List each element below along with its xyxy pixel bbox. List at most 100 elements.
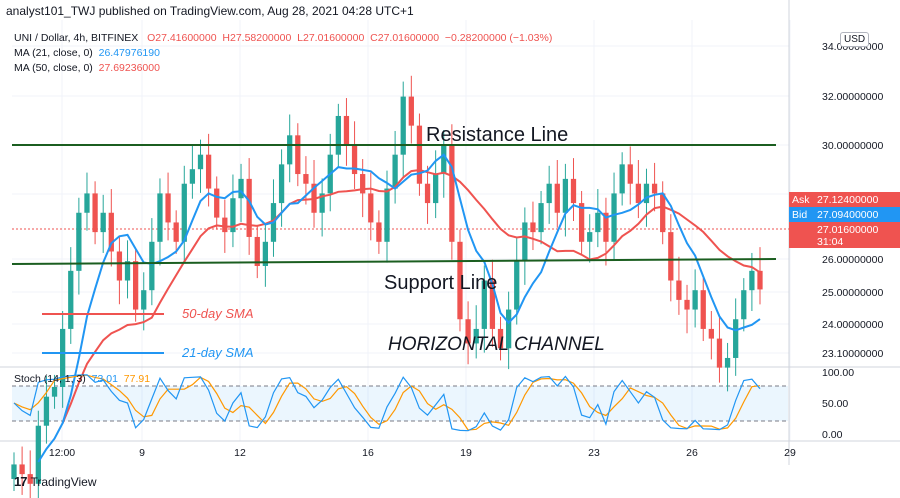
stoch-k-value: 73.01 <box>91 373 118 385</box>
candle-body <box>205 154 212 189</box>
candle-body <box>335 115 341 155</box>
last-price-tag: 27.01600000 31:04 <box>789 222 900 248</box>
candle-body <box>643 183 650 204</box>
stoch-tick-label: 0.00 <box>822 429 843 441</box>
support-label: Support Line <box>384 272 497 294</box>
ma50-label: MA (50, close, 0) <box>14 62 93 74</box>
candle-body <box>132 261 139 310</box>
time-tick-label: 23 <box>588 447 600 459</box>
ohlc-legend: UNI / Dollar, 4h, BITFINEX O27.41600000 … <box>14 32 552 44</box>
candle-body <box>173 222 179 242</box>
low-value: L27.01600000 <box>297 32 365 44</box>
candle-body <box>278 164 285 204</box>
candle-body <box>611 193 617 242</box>
candle-body <box>489 280 496 329</box>
candle-body <box>165 193 171 223</box>
stoch-axis-ticks: 100.00 50.00 0.00 <box>822 367 854 441</box>
candle-body <box>100 212 106 233</box>
candle-body <box>43 396 50 426</box>
candle-body <box>676 280 682 300</box>
candle-body <box>295 135 301 175</box>
candle-body <box>157 193 163 242</box>
stoch-d-value: 77.91 <box>123 373 151 385</box>
candle-body <box>481 280 487 329</box>
candle-body <box>433 174 439 204</box>
open-value: O27.41600000 <box>147 32 217 44</box>
candle-body <box>392 154 398 189</box>
candle-body <box>449 145 455 242</box>
candle-body <box>497 328 504 349</box>
candle-body <box>116 251 123 281</box>
candle-body <box>505 309 512 349</box>
time-tick-label: 12 <box>234 447 246 459</box>
support-line <box>11 258 777 265</box>
stoch-label: Stoch (14, 1, 3) <box>14 373 86 385</box>
candle-body <box>246 178 252 237</box>
price-tick-label: 23.10000000 <box>822 348 883 360</box>
candle-body <box>319 193 325 213</box>
candle-body <box>368 193 374 223</box>
candle-body <box>757 270 763 290</box>
symbol-label[interactable]: UNI / Dollar, 4h, BITFINEX <box>14 32 139 44</box>
candle-body <box>546 183 552 204</box>
bid-tag: Bid 27.09400000 <box>789 207 900 222</box>
change-value: −0.28200000 (−1.03%) <box>444 32 553 44</box>
candle-body <box>684 299 690 310</box>
tradingview-mark-icon: 17 <box>14 474 28 489</box>
candle-body <box>441 145 447 175</box>
candle-body <box>76 212 82 271</box>
tradingview-logo[interactable]: 17 TradingView <box>14 474 97 489</box>
candle-body <box>595 212 601 233</box>
price-tick-label: 26.00000000 <box>822 254 883 266</box>
candle-body <box>19 464 25 475</box>
candle-body <box>733 319 739 358</box>
stoch-legend[interactable]: Stoch (14, 1, 3) 73.01 77.91 <box>14 373 150 385</box>
candle-body <box>741 290 747 320</box>
candle-body <box>408 96 414 126</box>
publisher-line: analyst101_TWJ published on TradingView.… <box>6 4 414 18</box>
candle-body <box>214 188 220 218</box>
price-tick-label: 24.00000000 <box>822 319 883 331</box>
ma21-legend[interactable]: MA (21, close, 0) 26.47976190 <box>14 47 160 59</box>
candle-body <box>108 212 114 252</box>
time-tick-label: 19 <box>460 447 472 459</box>
stoch-k-line <box>13 374 761 432</box>
candle-body <box>303 174 309 184</box>
candle-body <box>587 232 593 242</box>
candle-body <box>141 290 147 310</box>
candle-body <box>197 154 204 170</box>
candle-body <box>538 203 544 233</box>
ask-value: 27.12400000 <box>817 194 878 206</box>
resistance-label: Resistance Line <box>426 124 568 146</box>
candle-body <box>554 183 560 213</box>
candle-body <box>562 178 569 213</box>
sma21-label: 21-day SMA <box>181 345 254 360</box>
high-value: H27.58200000 <box>222 32 292 44</box>
stoch-d-line <box>13 374 761 431</box>
ma50-value: 27.69236000 <box>98 62 160 74</box>
ma50-legend[interactable]: MA (50, close, 0) 27.69236000 <box>14 62 160 74</box>
candle-body <box>708 328 714 339</box>
candle-body <box>230 198 236 233</box>
candle-body <box>351 145 358 175</box>
ask-label: Ask <box>792 194 810 206</box>
candle-body <box>635 183 642 204</box>
ma21-line <box>37 153 761 463</box>
time-tick-label: 9 <box>139 447 145 459</box>
candle-body <box>570 178 577 204</box>
ma21-label: MA (21, close, 0) <box>14 47 93 59</box>
last-price-value: 27.01600000 <box>817 224 878 236</box>
price-axis-ticks: 34.0000000032.0000000030.0000000026.0000… <box>822 41 883 360</box>
candle-body <box>473 328 479 344</box>
candle-body <box>360 174 366 194</box>
candle-body <box>692 290 698 310</box>
candle-body <box>60 328 66 387</box>
candle-body <box>238 178 244 199</box>
currency-badge[interactable]: USD <box>840 32 870 47</box>
candle-body <box>92 193 98 233</box>
candle-body <box>716 338 723 368</box>
stoch-tick-label: 100.00 <box>822 367 854 379</box>
candle-body <box>343 115 350 145</box>
time-axis-ticks: 12:00 9 12 16 19 23 26 29 <box>49 447 796 459</box>
